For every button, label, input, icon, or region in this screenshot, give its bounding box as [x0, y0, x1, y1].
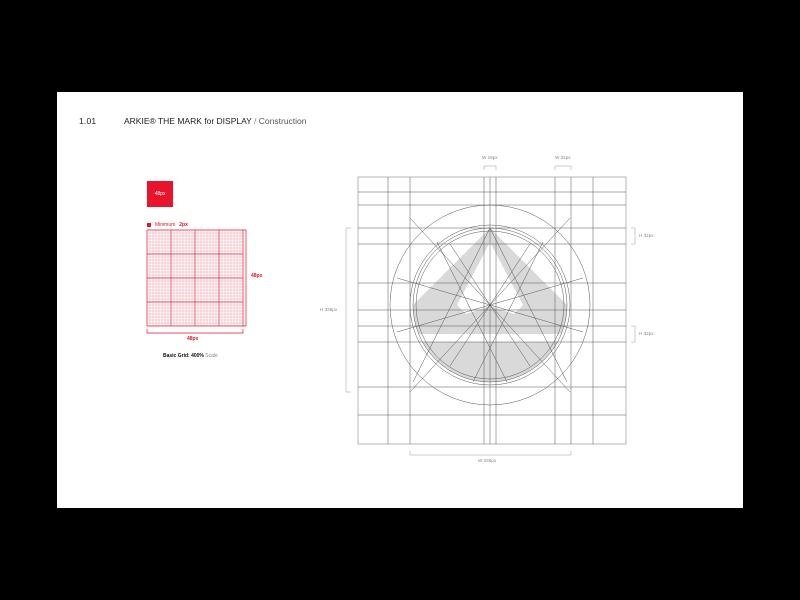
construction-diagram — [345, 165, 636, 456]
minimum-legend: Minimum 2px — [147, 222, 188, 228]
minimum-swatch — [147, 223, 151, 227]
caption-scale: : 400% — [188, 353, 204, 359]
grid-height-bracket — [242, 229, 247, 327]
outer-frame — [357, 176, 627, 445]
dim-bottom: W 336px — [478, 458, 497, 463]
title-main: ARKIE® THE MARK for DISPLAY — [124, 116, 252, 126]
caption-bold: Basic Grid — [163, 353, 189, 359]
dimension-markers — [345, 165, 636, 456]
dim-top-2: W 32px — [555, 155, 571, 160]
title-subtitle: Construction — [258, 116, 307, 126]
grid-width-bracket — [146, 329, 244, 334]
grid-caption: Basic Grid: 400% Scale — [163, 353, 218, 359]
size-chip: 48px — [147, 181, 173, 207]
section-number: 1.01 — [79, 116, 97, 126]
grid-height-label: 48px — [251, 273, 263, 279]
caption-suffix: Scale — [205, 353, 218, 359]
basic-grid — [146, 229, 247, 334]
grid-lines — [146, 229, 244, 327]
dim-left: H 336px — [320, 307, 338, 312]
grid-width-label: 48px — [187, 336, 199, 342]
dim-right-1: H 32px — [639, 233, 654, 238]
page-title: ARKIE® THE MARK for DISPLAY / Constructi… — [124, 116, 307, 126]
dim-right-2: H 32px — [639, 331, 654, 336]
title-separator: / — [254, 116, 257, 126]
size-chip-label: 48px — [154, 191, 166, 197]
slide-canvas: 1.01 ARKIE® THE MARK for DISPLAY / Const… — [57, 92, 743, 508]
minimum-value: 2px — [179, 222, 188, 228]
dim-top-1: W 19px — [482, 155, 498, 160]
minimum-label: Minimum — [155, 222, 176, 228]
guide-lines — [358, 177, 626, 444]
